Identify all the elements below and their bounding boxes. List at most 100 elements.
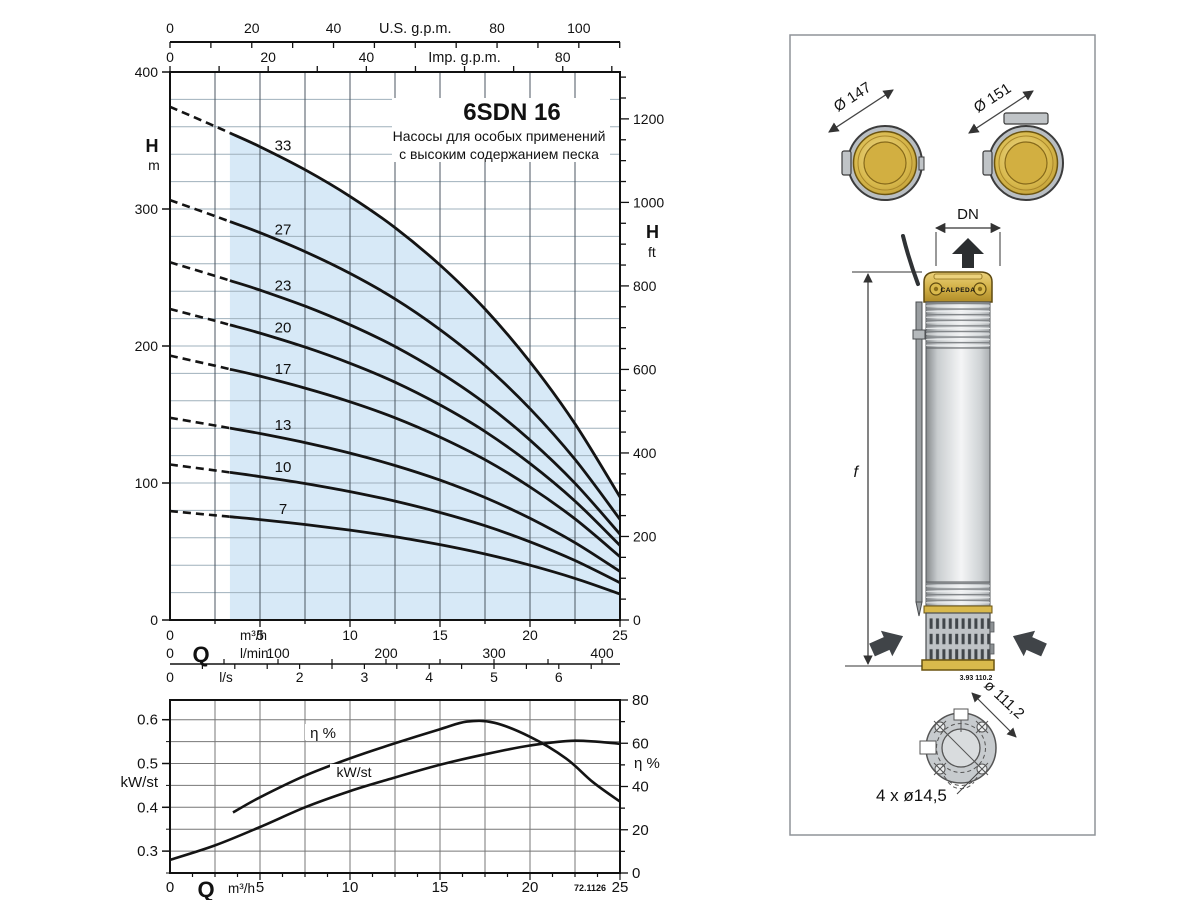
imp-gpm-tick-label: 0 [166,49,174,65]
label-backing [305,724,343,740]
cable-guard-tip [915,601,923,617]
curve-label-10: 10 [275,459,292,476]
h-m-tick-label: 200 [135,338,159,354]
q-axis-symbol: Q [197,877,214,900]
curve-17-dashed [169,354,231,371]
motor-base-band [921,659,995,671]
head-bolt-right-center [977,286,983,292]
imp-gpm-tick-label: 40 [359,49,375,65]
q-ls-tick-label: 0 [166,669,174,685]
q-lmin-unit: l/min [240,646,269,661]
kw-tick-label: 0.4 [137,799,158,816]
detail-ring [857,135,913,191]
imp-gpm-tick-label: 80 [555,49,571,65]
curve-13-dashed [169,416,231,430]
dn-label: DN [957,206,979,223]
curve-27 [229,220,622,521]
us-gpm-tick-label: 80 [489,20,505,36]
imp-gpm-axis-title: Imp. g.p.m. [428,50,501,66]
q-tick-label: 5 [256,879,264,896]
q-axis-unit: m³/h [228,881,255,896]
inner-hub [1004,141,1048,185]
side-lug-1 [989,621,995,633]
q-m3h-tick-label: 15 [432,627,448,643]
cable-guard [915,301,923,603]
h-ft-tick-label: 800 [633,278,657,294]
document-number: 72.1126 [574,883,606,893]
curve-label-7: 7 [279,501,287,518]
h-ft-tick-label: 1200 [633,111,664,127]
q-ls-tick-label: 2 [296,669,304,685]
side-tab [841,150,852,176]
h-m-tick-label: 100 [135,475,159,491]
curve-23-dashed [169,261,231,282]
q-lmin-tick-label: 100 [266,645,290,661]
q-ls-unit: l/s [219,670,233,685]
us-gpm-axis-title: U.S. g.p.m. [379,21,452,37]
suction-strainer [925,612,991,661]
us-gpm-tick-label: 40 [326,20,342,36]
power-cable [901,234,920,286]
chart-title: 6SDN 16 [463,99,560,126]
curve-7-dashed [169,509,231,518]
flange-notch-left [919,740,937,755]
curve-eta [232,719,621,814]
q-m3h-tick-label: 10 [342,627,358,643]
chart-subtitle-1: Насосы для особых применений [393,128,606,144]
dimension-line-147 [828,89,894,133]
q-tick-label: 15 [432,879,449,896]
detail-ring [998,135,1054,191]
label-backing [330,764,378,779]
q-tick-label: 20 [522,879,539,896]
curve-label-27: 27 [275,221,292,238]
q-tick-label: 25 [612,879,629,896]
rib-section-top-lines [926,302,990,348]
curve-label-13: 13 [275,417,292,434]
curve-10-dashed [169,463,231,474]
curve-label-23: 23 [275,277,292,294]
q-tick-label: 0 [166,879,174,896]
q-lmin-tick-label: 400 [590,645,614,661]
q-lmin-tick-label: 0 [166,645,174,661]
top-cap [1003,112,1049,125]
h-m-axis-symbol: H [146,136,159,156]
charts-layer: 6SDN 16 Насосы для особых применений с выс… [121,20,665,900]
q-lmin-tick-label: 300 [482,645,506,661]
q-m3h-tick-label: 0 [166,627,174,643]
curve-33-dashed [169,105,231,135]
eta-axis-title: η % [634,755,660,772]
kw-tick-label: 0.5 [137,756,158,773]
head-ridge [933,273,983,280]
side-lug-2 [989,643,995,655]
q-m3h-unit: m³/h [240,628,267,643]
pump-casing [925,347,991,583]
dn-dimension: DN [934,206,1002,268]
head-bolt-left-center [933,286,939,292]
discharge-arrow-icon [952,238,984,268]
h-ft-tick-label: 200 [633,528,657,544]
q-ls-tick-label: 3 [361,669,369,685]
cable-clamp [912,329,926,340]
pump-side-view: CALPEDA f 3.93 110.2 [845,234,1047,682]
kw-tick-label: 0.6 [137,712,158,729]
eta-curve-label: η % [310,725,336,742]
kw-axis-title: kW/st [121,774,159,791]
us-gpm-tick-label: 20 [244,20,260,36]
kw-tick-label: 0.3 [137,843,158,860]
h-m-tick-label: 400 [135,64,159,80]
curve-kw [169,739,621,862]
strainer-top-band [923,605,993,614]
eta-tick-label: 40 [632,779,649,796]
main-chart: 6SDN 16 Насосы для особых применений с выс… [135,20,665,685]
curve-label-17: 17 [275,361,292,378]
q-m3h-tick-label: 20 [522,627,538,643]
h-ft-axis-symbol: H [646,222,659,242]
side-tab [982,150,993,176]
side-nub [918,156,925,171]
q-ls-tick-label: 6 [555,669,563,685]
curve-27-dashed [169,198,231,223]
holes-leader-line [956,770,981,795]
curve-label-33: 33 [275,137,292,154]
curve-33 [229,131,622,498]
